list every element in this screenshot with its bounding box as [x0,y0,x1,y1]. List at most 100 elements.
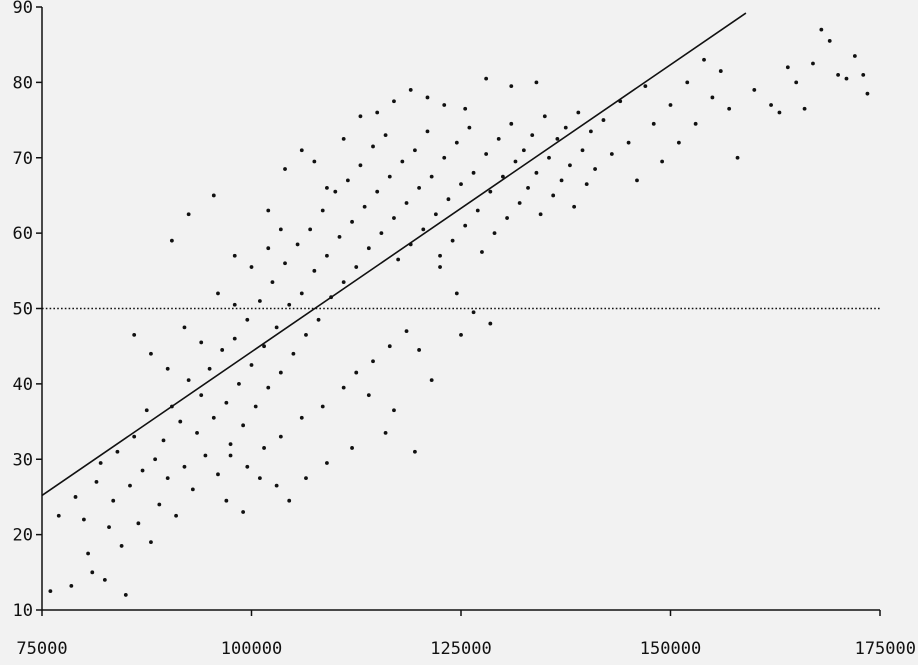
data-point [287,498,292,503]
y-tick-label: 80 [13,73,33,93]
data-point [257,299,262,303]
data-point [283,261,287,266]
y-tick-label: 90 [13,0,33,18]
data-point [140,468,145,473]
data-point [102,577,107,582]
data-point [274,325,279,330]
data-point [132,332,137,337]
data-point [345,178,350,183]
y-tick-label: 50 [13,300,33,320]
data-point [446,197,451,202]
data-point [383,133,388,138]
data-point [228,442,233,447]
data-point [534,80,539,85]
data-point [119,544,124,548]
data-point [392,216,396,220]
data-point [165,476,170,480]
data-point [366,246,371,251]
data-point [505,216,509,220]
data-point [501,174,505,179]
data-point [123,593,128,597]
data-point [471,170,476,175]
data-point [718,69,723,73]
data-point [228,453,233,458]
data-point [245,317,250,322]
data-point [249,265,254,269]
data-point [304,476,308,480]
data-point [299,148,304,153]
data-point [169,238,174,243]
data-point [488,321,493,326]
data-point [685,80,690,85]
tick-labels: 10 20 30 40 50 60 70 80 90 75000 100000 125000 15000… [13,0,916,659]
data-point [702,57,706,62]
x-tick-label: 100000 [221,639,282,659]
data-point [98,461,103,465]
data-point [496,137,501,141]
data-point [195,430,199,435]
data-point [413,449,417,454]
y-tick-label: 10 [13,601,33,621]
data-point [408,88,413,92]
data-point [266,385,271,390]
data-point [366,393,371,398]
data-point [262,446,266,450]
data-point [568,163,572,168]
data-point [735,155,740,160]
data-point [312,159,317,164]
data-point [551,193,556,198]
data-point [358,114,363,119]
data-point [274,483,279,488]
data-point [316,317,321,322]
data-point [471,310,476,315]
data-point [211,415,216,420]
data-point [266,208,271,213]
data-point [132,434,137,439]
data-point [149,351,153,356]
data-point [178,419,183,424]
data-point [450,238,455,243]
data-point [278,370,283,375]
data-point [350,219,354,224]
data-point [392,99,396,104]
data-point [852,54,857,58]
data-point [865,91,870,96]
data-point [299,291,304,296]
data-point [526,186,530,190]
data-point [463,223,468,228]
data-point [320,404,325,409]
data-point [429,174,434,179]
data-point [199,340,204,345]
data-point [278,227,283,232]
data-point [136,521,141,526]
data-point [635,178,639,183]
data-point [584,182,589,187]
x-tick-label: 175000 [855,639,916,659]
fit-line [41,12,747,497]
data-point [509,84,514,89]
data-point [429,378,434,383]
data-point [186,378,191,383]
y-tick-label: 40 [13,375,33,395]
data-point [802,106,807,111]
data-point [270,280,275,285]
data-point [287,302,292,307]
data-point [216,291,220,296]
data-point [190,487,195,492]
data-point [777,110,782,115]
fit-line-layer [41,12,747,497]
data-point [266,246,271,251]
data-point [609,152,614,156]
data-point [442,155,447,160]
data-point [593,167,597,171]
data-point [601,118,606,122]
data-point [417,348,421,352]
data-point [559,178,564,183]
data-point [459,182,463,187]
data-point [668,103,673,107]
data-point [69,583,74,588]
x-tick-label: 150000 [640,639,701,659]
data-point [651,121,656,126]
data-point [488,189,493,194]
